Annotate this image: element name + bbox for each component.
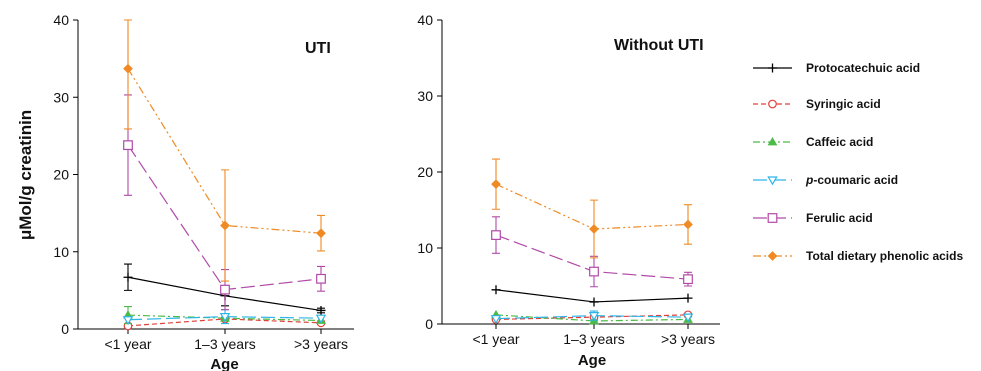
panel-title: UTI (305, 40, 331, 57)
legend-marker (768, 63, 777, 73)
data-point (316, 305, 326, 315)
series-protocatechuic-acid (491, 285, 693, 307)
y-tick-label: 30 (53, 89, 69, 105)
data-point (589, 266, 599, 277)
legend-marker (767, 213, 778, 223)
data-point (589, 224, 599, 234)
legend-marker (768, 99, 777, 109)
series-line (495, 183, 689, 230)
legend-item: Caffeic acid (753, 135, 873, 149)
legend-item: Ferulic acid (753, 211, 873, 225)
data-point (315, 314, 327, 324)
legend-label: Total dietary phenolic acids (806, 249, 963, 263)
data-point (683, 219, 693, 230)
data-point (490, 315, 502, 325)
data-point (123, 63, 133, 74)
y-tick-label: 10 (53, 244, 69, 260)
x-tick-label: >3 years (661, 331, 715, 347)
x-tick-label: 1–3 years (194, 336, 255, 352)
series-ferulic-acid (491, 216, 693, 288)
legend-label: Caffeic acid (806, 135, 873, 149)
x-tick-label: 1–3 years (563, 331, 624, 347)
legend: Protocatechuic acid Syringic acid Caffeic … (753, 61, 963, 263)
series-total-dietary-phenolic-acids (491, 158, 693, 259)
data-point (219, 313, 231, 323)
panel-title: Without UTI (614, 37, 704, 54)
error-bar (124, 19, 132, 130)
data-point (491, 230, 501, 240)
legend-label-text: -coumaric acid (813, 173, 898, 187)
x-axis-title: Age (578, 352, 606, 369)
data-point (589, 297, 599, 307)
data-point (220, 284, 230, 295)
legend-label: p-coumaric acid (805, 173, 898, 187)
y-tick-label: 20 (417, 164, 433, 180)
data-point (123, 272, 133, 282)
legend-marker (767, 137, 778, 146)
data-point (316, 273, 326, 284)
legend-label-italic: p (805, 173, 813, 187)
x-tick-label: <1 year (472, 331, 519, 347)
legend-label-text: Protocatechuic acid (806, 61, 920, 75)
y-tick-label: 0 (425, 316, 433, 332)
legend-marker (767, 176, 778, 186)
legend-item: p-coumaric acid (753, 173, 898, 187)
series-line (495, 289, 689, 303)
legend-label-text: Syringic acid (806, 97, 881, 111)
y-tick-label: 30 (417, 88, 433, 104)
x-tick-label: >3 years (294, 336, 348, 352)
y-tick-label: 20 (53, 167, 69, 183)
legend-label: Ferulic acid (806, 211, 873, 225)
series-line (127, 314, 322, 322)
x-axis-title: Age (210, 356, 238, 371)
series-total-dietary-phenolic-acids (123, 19, 326, 282)
y-tick-label: 40 (53, 12, 69, 28)
x-tick-label: <1 year (104, 336, 151, 352)
data-point (588, 312, 600, 322)
legend-label-text: Total dietary phenolic acids (806, 249, 963, 263)
y-axis-title: μMol/g creatinin (16, 110, 35, 240)
series-line (495, 314, 689, 322)
series-p-coumaric-acid (122, 309, 327, 326)
legend-label: Syringic acid (806, 97, 881, 111)
data-point (220, 220, 230, 231)
y-tick-label: 40 (417, 12, 433, 28)
series-p-coumaric-acid (490, 310, 694, 325)
data-point (316, 228, 326, 239)
data-point (683, 293, 693, 303)
legend-label: Protocatechuic acid (806, 61, 920, 75)
legend-item: Protocatechuic acid (753, 61, 920, 75)
y-tick-label: 0 (61, 321, 69, 337)
data-point (122, 316, 134, 326)
uti-chart-panel: 0 10 20 30 40 <1 year 1–3 years >3 years Age UTI (53, 12, 354, 371)
legend-marker (767, 251, 778, 261)
legend-label-text: Ferulic acid (806, 211, 873, 225)
y-tick-label: 10 (417, 240, 433, 256)
without-uti-chart-panel: 0 10 20 30 40 <1 year 1–3 years >3 years Age With… (417, 12, 720, 369)
data-point (683, 274, 693, 285)
legend-item: Syringic acid (753, 97, 881, 111)
data-point (491, 285, 501, 295)
data-point (123, 140, 133, 151)
legend-item: Total dietary phenolic acids (753, 249, 963, 263)
data-point (682, 313, 694, 323)
data-point (491, 179, 501, 190)
legend-label-text: Caffeic acid (806, 135, 873, 149)
